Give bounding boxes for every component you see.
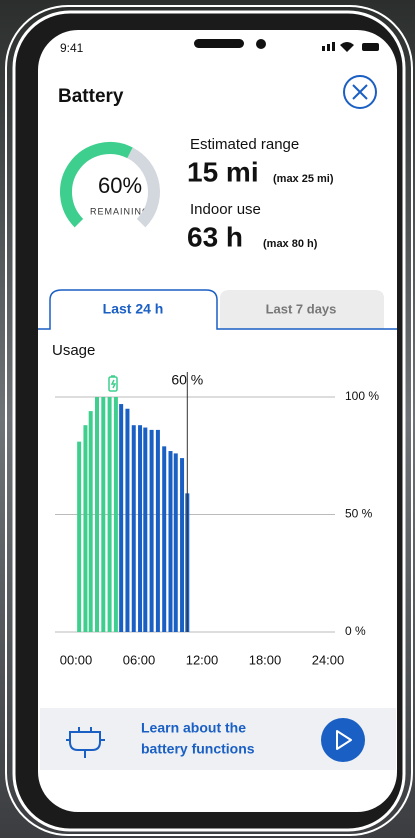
app-screen: 9:41 Battery 60% REMAINING Estimated ran… (0, 0, 415, 838)
range-max: (max 25 mi) (273, 173, 334, 185)
footer-link[interactable]: Learn about the (141, 720, 246, 736)
bar (119, 404, 123, 632)
indoor-label: Indoor use (190, 201, 261, 218)
bar (180, 458, 184, 632)
bar (132, 425, 136, 632)
bar (169, 451, 173, 632)
speaker (194, 39, 244, 48)
range-label: Estimated range (190, 136, 299, 153)
bar (83, 425, 87, 632)
x-tick-label: 18:00 (249, 652, 282, 667)
indoor-value: 63 h (187, 221, 243, 252)
chart-title: Usage (52, 342, 95, 359)
x-tick-label: 06:00 (123, 652, 156, 667)
play-button[interactable] (321, 718, 365, 762)
footer-link[interactable]: battery functions (141, 741, 255, 757)
bar (77, 442, 81, 632)
y-tick-label: 50 % (345, 507, 373, 521)
y-tick-label: 100 % (345, 389, 379, 403)
bar (156, 430, 160, 632)
gauge-value: 60% (98, 173, 142, 198)
page-title: Battery (58, 86, 124, 107)
x-tick-label: 12:00 (186, 652, 219, 667)
current-label: 60 % (171, 372, 203, 388)
bar (162, 446, 166, 632)
y-tick-label: 0 % (345, 624, 366, 638)
bar (114, 397, 118, 632)
bar (101, 397, 105, 632)
close-button[interactable] (344, 76, 376, 108)
bar (138, 425, 142, 632)
tab-label[interactable]: Last 24 h (103, 301, 164, 317)
bar (174, 453, 178, 632)
tab-label[interactable]: Last 7 days (266, 301, 337, 316)
x-tick-label: 00:00 (60, 652, 93, 667)
camera (256, 39, 266, 49)
range-value: 15 mi (187, 156, 259, 187)
bar (108, 397, 112, 632)
bar (95, 397, 99, 632)
bar (125, 409, 129, 632)
status-time: 9:41 (60, 41, 84, 55)
bar (89, 411, 93, 632)
bar (150, 430, 154, 632)
x-tick-label: 24:00 (312, 652, 345, 667)
bar (143, 428, 147, 632)
indoor-max: (max 80 h) (263, 238, 318, 250)
